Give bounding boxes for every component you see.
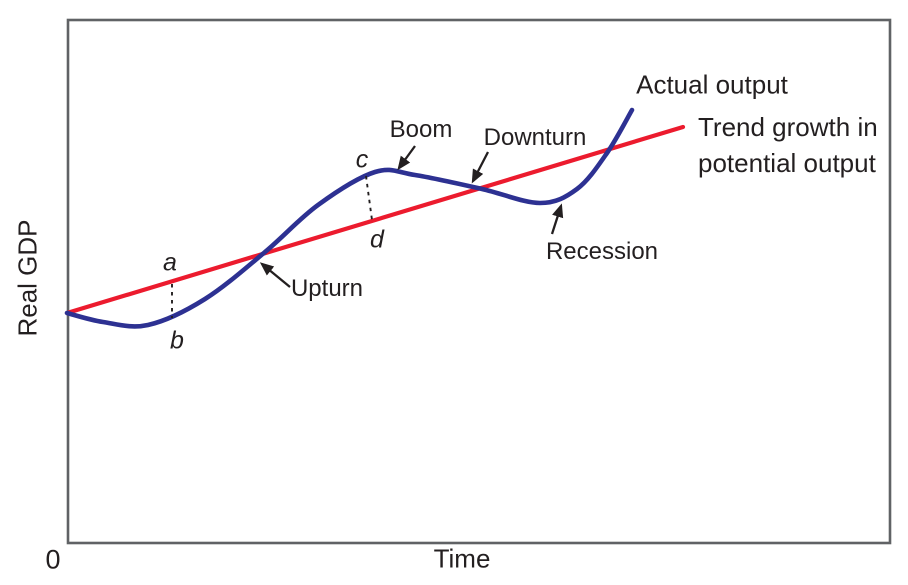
upturn-arrow [259,262,291,288]
recession-label: Recession [545,238,659,265]
downturn-label: Downturn [483,124,587,151]
x-axis-label: Time [433,543,491,574]
trend-growth-label-line1: Trend growth in [698,112,878,142]
point-a-label: a [163,248,177,277]
plot-frame [66,18,892,545]
boom-arrow [397,145,416,171]
point-b-label: b [170,326,184,355]
trend-growth-label-line2: potential output [698,148,876,178]
dashed-gap-c-d [365,175,373,221]
upturn-label: Upturn [290,275,364,302]
actual-output-curve [64,107,635,329]
origin-label: 0 [45,544,61,575]
trend-growth-label: Trend growth in potential output [698,109,878,181]
boom-label: Boom [389,116,453,143]
trend-line [64,124,686,316]
downturn-arrow [471,151,490,184]
y-axis-label: Real GDP [12,219,43,337]
actual-output-label: Actual output [636,69,788,100]
recession-arrow [550,203,564,235]
point-c-label: c [355,145,369,174]
point-d-label: d [370,225,384,254]
